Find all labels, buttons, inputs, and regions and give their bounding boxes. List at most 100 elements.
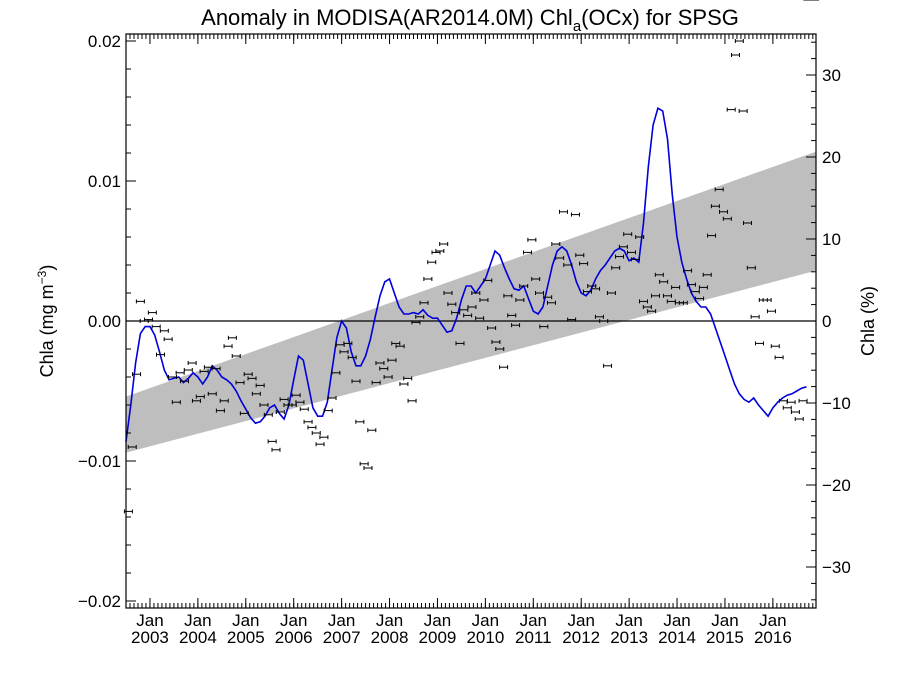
data-point: [615, 254, 625, 259]
data-point: [798, 398, 808, 403]
data-point: [523, 250, 533, 255]
x-tick-month-label: Jan: [615, 611, 642, 630]
data-point: [159, 328, 169, 333]
data-point: [690, 289, 700, 294]
data-point: [662, 293, 672, 298]
data-point: [786, 400, 796, 405]
data-point: [782, 405, 792, 410]
data-point: [750, 314, 760, 319]
x-tick-month-label: Jan: [136, 611, 163, 630]
data-point: [227, 335, 237, 340]
x-tick-year-label: 2005: [227, 628, 265, 647]
data-point: [295, 400, 305, 405]
x-tick-year-label: 2013: [610, 628, 648, 647]
data-point: [722, 216, 732, 221]
data-point: [447, 302, 457, 307]
data-point: [475, 316, 485, 321]
y-right-tick-label: 10: [822, 230, 841, 249]
data-point: [243, 372, 253, 377]
data-point: [707, 233, 717, 238]
data-point: [291, 393, 301, 398]
data-point: [555, 256, 565, 260]
x-tick-month-label: Jan: [711, 611, 738, 630]
data-point: [527, 237, 537, 242]
x-tick-year-label: 2016: [754, 628, 792, 647]
data-point: [507, 313, 517, 318]
data-point: [399, 382, 409, 386]
data-point: [135, 299, 145, 304]
y-axis-left-title: Chla (mg m−3): [35, 265, 57, 378]
data-point: [439, 242, 449, 246]
data-point: [650, 293, 660, 298]
data-point: [471, 291, 481, 295]
y-axis-left-title-end: ): [37, 265, 57, 271]
trend-band: [126, 151, 816, 453]
x-tick-year-label: 2009: [419, 628, 457, 647]
data-point: [223, 344, 233, 349]
data-point: [547, 300, 556, 305]
data-point: [558, 209, 568, 214]
data-point: [567, 317, 577, 322]
data-point: [215, 408, 225, 413]
data-point: [563, 263, 573, 267]
x-tick-month-label: Jan: [328, 611, 355, 630]
data-point: [127, 445, 137, 449]
data-point: [132, 372, 142, 377]
y-left-tick-label: 0.02: [88, 32, 121, 51]
data-point: [511, 323, 521, 328]
data-point: [623, 232, 633, 237]
chart-title-subscript: a: [573, 18, 582, 35]
data-point: [255, 383, 265, 388]
data-point: [710, 204, 720, 209]
data-point: [395, 344, 405, 349]
data-point: [271, 447, 281, 452]
x-tick-month-label: Jan: [280, 611, 307, 630]
data-point: [379, 366, 389, 371]
data-point: [239, 411, 249, 416]
chart-title: Anomaly in MODISA(AR2014.0M) Chla(OCx) f…: [201, 5, 739, 35]
data-point: [599, 319, 609, 323]
data-point: [195, 394, 205, 399]
data-point: [627, 250, 637, 255]
data-point: [247, 376, 257, 381]
x-tick-month-label: Jan: [232, 611, 259, 630]
x-tick-year-label: 2008: [371, 628, 409, 647]
data-point: [794, 417, 804, 421]
data-point: [167, 375, 177, 379]
data-point: [211, 366, 221, 371]
data-point: [551, 242, 561, 246]
data-point: [319, 435, 329, 440]
data-point: [742, 221, 752, 225]
x-tick-month-label: Jan: [663, 611, 690, 630]
x-tick-year-label: 2003: [131, 628, 169, 647]
data-point: [419, 300, 429, 305]
data-point: [147, 310, 157, 315]
data-point: [299, 407, 309, 412]
data-points-layer: [123, 0, 820, 514]
x-tick-month-label: Jan: [567, 611, 594, 630]
data-point: [367, 428, 377, 433]
data-point: [611, 265, 621, 270]
data-point: [199, 369, 209, 374]
y-axis-left-title-main: Chla (mg m: [37, 284, 57, 377]
data-point: [323, 408, 333, 413]
data-point: [263, 412, 273, 417]
data-point: [359, 461, 369, 466]
data-point: [163, 337, 173, 342]
x-tick-year-label: 2007: [323, 628, 361, 647]
data-point: [686, 282, 696, 287]
x-tick-month-label: Jan: [472, 611, 499, 630]
data-point: [774, 355, 784, 360]
smoothed-line-layer: [125, 106, 807, 442]
data-point: [355, 419, 365, 424]
data-point: [407, 398, 417, 403]
data-point: [738, 109, 748, 113]
data-point: [618, 244, 628, 249]
data-point: [603, 363, 613, 368]
data-point: [719, 209, 729, 214]
data-point: [259, 403, 269, 407]
data-point: [543, 295, 553, 300]
data-point: [183, 368, 193, 372]
